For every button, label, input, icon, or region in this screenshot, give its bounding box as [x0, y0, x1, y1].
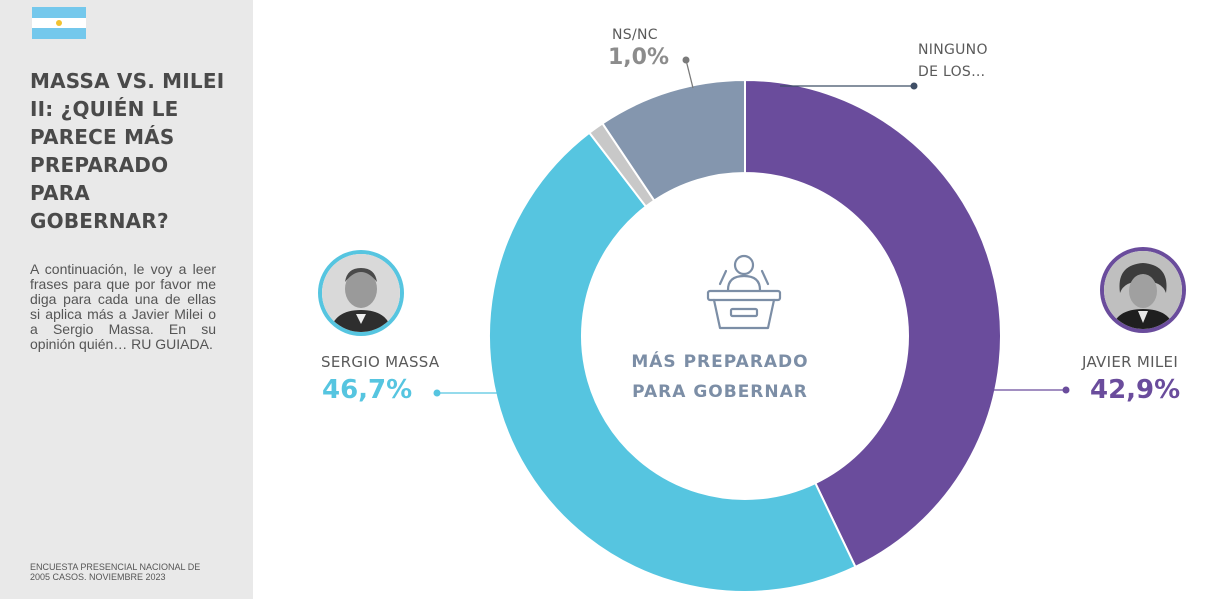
nsnc-value-label: 1,0%	[608, 45, 670, 70]
ninguno-label-line2: DE LOS…	[918, 64, 986, 80]
milei-leader-line-dot	[1062, 386, 1070, 394]
argentina-flag-icon	[32, 7, 86, 39]
page-title: MASSA VS. MILEI II: ¿QUIÉN LE PARECE MÁS…	[30, 69, 225, 233]
nsnc-label: NS/NC	[612, 27, 658, 43]
ninguno-label-line1: NINGUNO	[918, 42, 988, 58]
slice-milei	[744, 78, 1002, 569]
slice-ninguno	[601, 78, 746, 203]
massa-avatar	[318, 250, 404, 336]
podium-speaker-icon	[706, 254, 782, 330]
massa-value-label: 46,7%	[322, 375, 413, 405]
milei-label: JAVIER MILEI	[1082, 353, 1179, 371]
ninguno-leader-line-dot	[910, 82, 918, 90]
center-label: MÁS PREPARADO PARA GOBERNAR	[631, 352, 809, 402]
sidebar-panel: MASSA VS. MILEI II: ¿QUIÉN LE PARECE MÁS…	[0, 0, 253, 599]
slice-massa	[488, 131, 857, 593]
massa-label: SERGIO MASSA	[321, 353, 440, 371]
nsnc-leader-line	[685, 59, 694, 89]
donut-slices	[488, 78, 1002, 593]
milei-avatar	[1100, 247, 1186, 333]
milei-value-label: 42,9%	[1090, 375, 1181, 405]
massa-leader-line-dot	[433, 389, 441, 397]
source-note: ENCUESTA PRESENCIAL NACIONAL DE 2005 CAS…	[30, 562, 201, 582]
leader-lines	[433, 56, 1070, 397]
nsnc-leader-line-dot	[682, 56, 690, 64]
question-description: A continuación, le voy a leer frases par…	[30, 261, 216, 352]
